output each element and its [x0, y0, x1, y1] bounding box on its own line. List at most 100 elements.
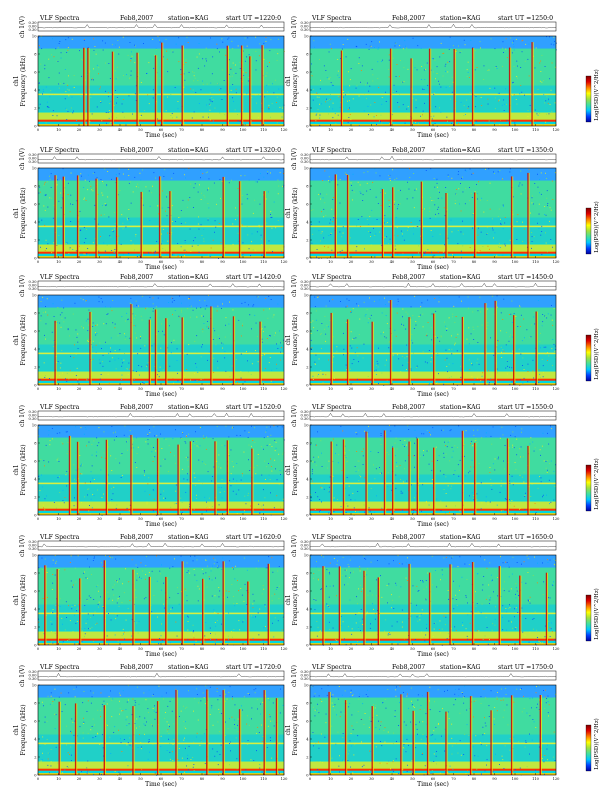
y-tick-label: 6 — [306, 329, 309, 333]
band-upper — [38, 295, 284, 308]
noise-speckle — [252, 305, 254, 307]
noise-speckle — [373, 227, 374, 229]
noise-speckle — [394, 42, 396, 44]
noise-speckle — [243, 619, 245, 621]
noise-speckle — [251, 363, 253, 365]
noise-speckle — [127, 219, 129, 221]
panel-header-ut: start UT =1620:0 — [226, 534, 281, 541]
noise-speckle — [260, 446, 262, 448]
noise-speckle — [239, 68, 241, 69]
noise-speckle — [514, 462, 516, 463]
noise-speckle — [56, 432, 58, 434]
noise-speckle — [90, 498, 92, 500]
spike-halo — [463, 430, 464, 515]
noise-speckle — [398, 358, 400, 360]
noise-speckle — [446, 357, 448, 359]
panel-header-title: VLF Spectra — [39, 404, 80, 411]
noise-speckle — [522, 456, 524, 458]
noise-speckle — [172, 254, 174, 256]
noise-speckle — [282, 185, 283, 187]
noise-speckle — [108, 643, 110, 645]
noise-speckle — [105, 457, 107, 459]
noise-speckle — [332, 102, 334, 104]
noise-speckle — [137, 632, 139, 634]
noise-speckle — [502, 434, 504, 436]
noise-speckle — [88, 488, 90, 490]
noise-speckle — [90, 471, 92, 473]
noise-speckle — [502, 605, 504, 607]
noise-speckle — [371, 68, 373, 70]
noise-speckle — [339, 251, 341, 252]
noise-speckle — [72, 586, 73, 588]
noise-speckle — [406, 480, 408, 482]
noise-speckle — [147, 443, 149, 445]
noise-speckle — [452, 81, 454, 83]
noise-speckle — [268, 107, 269, 108]
noise-speckle — [356, 347, 358, 349]
band-bottom-red — [38, 638, 284, 641]
noise-speckle — [401, 233, 403, 235]
noise-speckle — [518, 595, 519, 596]
noise-speckle — [464, 475, 466, 477]
noise-speckle — [129, 42, 131, 43]
noise-speckle — [423, 450, 424, 452]
noise-speckle — [449, 86, 451, 87]
noise-speckle — [490, 597, 491, 599]
noise-speckle — [527, 381, 529, 383]
noise-speckle — [458, 188, 460, 190]
noise-speckle — [367, 568, 369, 570]
noise-speckle — [271, 557, 273, 559]
noise-speckle — [388, 632, 390, 633]
noise-speckle — [389, 238, 391, 240]
noise-speckle — [412, 97, 414, 99]
noise-speckle — [62, 372, 63, 374]
noise-speckle — [232, 631, 234, 633]
noise-speckle — [153, 343, 155, 345]
noise-speckle — [357, 460, 359, 462]
noise-speckle — [406, 198, 408, 200]
noise-speckle — [280, 342, 281, 344]
noise-speckle — [232, 567, 234, 569]
noise-speckle — [95, 455, 97, 457]
noise-speckle — [508, 576, 510, 578]
noise-speckle — [129, 77, 131, 79]
noise-speckle — [543, 460, 545, 462]
noise-speckle — [110, 101, 112, 102]
noise-speckle — [497, 100, 499, 102]
noise-speckle — [205, 572, 207, 574]
noise-speckle — [118, 173, 120, 175]
noise-speckle — [231, 584, 233, 585]
noise-speckle — [545, 214, 547, 216]
noise-speckle — [157, 72, 158, 74]
noise-speckle — [187, 616, 189, 618]
noise-speckle — [348, 449, 350, 451]
noise-speckle — [268, 474, 270, 476]
noise-speckle — [473, 329, 475, 330]
noise-speckle — [385, 336, 387, 338]
noise-speckle — [489, 87, 491, 89]
noise-speckle — [155, 101, 157, 103]
noise-speckle — [108, 598, 110, 600]
noise-speckle — [260, 234, 262, 236]
spike-halo — [463, 316, 464, 385]
noise-speckle — [162, 369, 164, 371]
noise-speckle — [206, 384, 208, 385]
noise-speckle — [359, 226, 361, 227]
noise-speckle — [212, 99, 214, 101]
noise-speckle — [437, 353, 439, 355]
noise-speckle — [251, 615, 252, 617]
noise-speckle — [282, 616, 284, 618]
noise-speckle — [51, 428, 53, 429]
x-tick-label: 100 — [512, 128, 520, 132]
noise-speckle — [123, 75, 124, 76]
noise-speckle — [456, 598, 457, 600]
noise-speckle — [255, 322, 257, 324]
noise-speckle — [529, 631, 531, 633]
noise-speckle — [502, 509, 504, 511]
noise-speckle — [192, 89, 194, 91]
noise-speckle — [439, 620, 441, 622]
noise-speckle — [66, 52, 68, 53]
noise-speckle — [385, 223, 387, 224]
noise-speckle — [458, 475, 460, 477]
noise-speckle — [152, 643, 154, 645]
